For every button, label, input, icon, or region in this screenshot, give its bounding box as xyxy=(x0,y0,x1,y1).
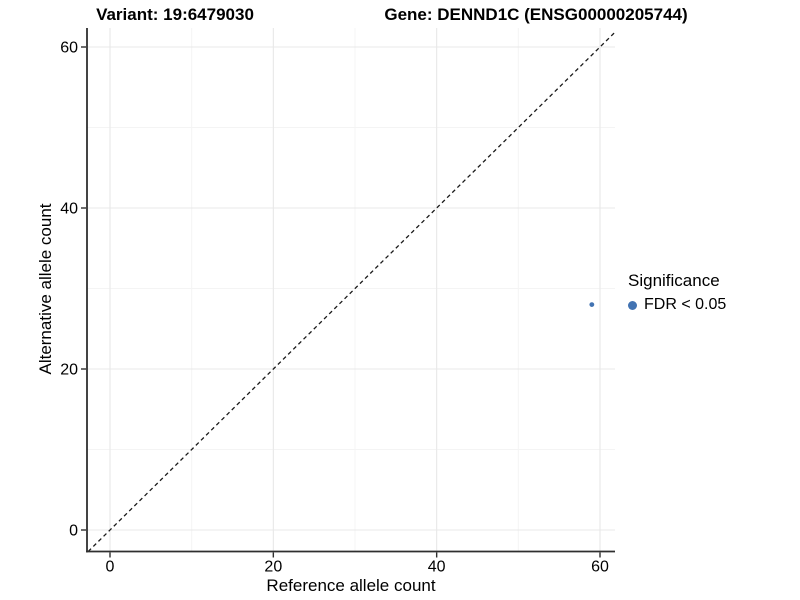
data-point xyxy=(589,302,595,307)
legend-item-fdr: FDR < 0.05 xyxy=(628,296,726,314)
gene-title: Gene: DENND1C (ENSG00000205744) xyxy=(384,5,688,24)
legend-item-label: FDR < 0.05 xyxy=(644,296,727,313)
x-axis-title: Reference allele count xyxy=(266,576,436,595)
x-tick-label: 40 xyxy=(428,559,446,576)
y-axis-title: Alternative allele count xyxy=(36,203,55,375)
y-tick-label: 0 xyxy=(69,523,78,540)
variant-title: Variant: 19:6479030 xyxy=(96,5,254,24)
x-tick-label: 0 xyxy=(106,559,115,576)
x-tick-label: 20 xyxy=(264,559,282,576)
y-tick-label: 40 xyxy=(60,201,78,218)
legend-point-icon xyxy=(628,300,637,310)
y-tick-label: 60 xyxy=(60,40,78,57)
y-tick-label: 20 xyxy=(60,362,78,379)
legend-title: Significance xyxy=(628,271,720,290)
legend: Significance FDR < 0.05 xyxy=(628,271,726,314)
identity-dashed-line xyxy=(87,31,616,552)
x-tick-label: 60 xyxy=(591,559,609,576)
